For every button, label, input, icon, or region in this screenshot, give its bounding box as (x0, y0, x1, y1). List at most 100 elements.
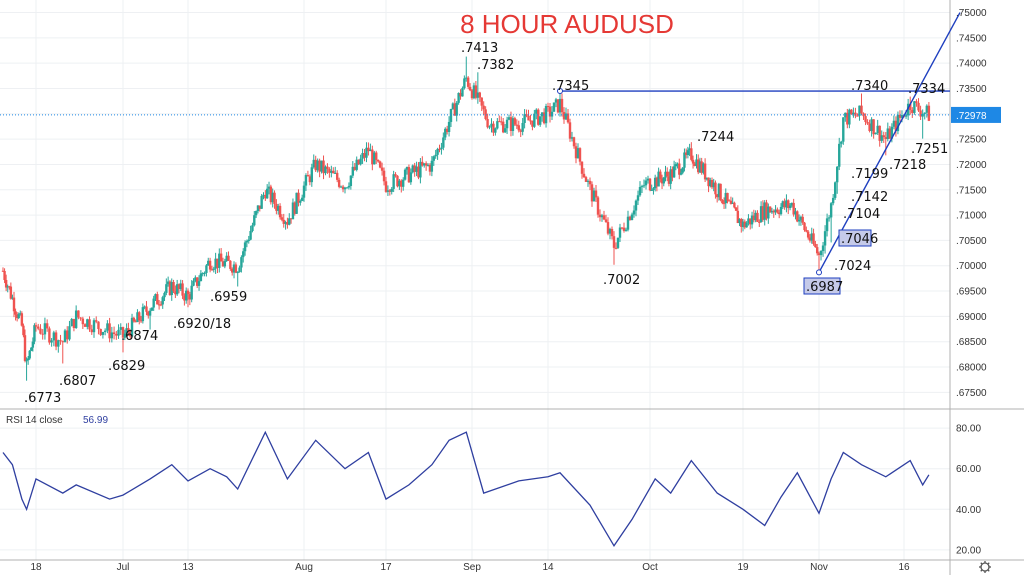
candle-body (564, 113, 568, 120)
candle-body (165, 284, 168, 293)
candle-body (243, 242, 247, 252)
candle-body (554, 99, 558, 103)
candle-body (463, 78, 466, 89)
candle-body (326, 166, 329, 169)
candle-body (43, 323, 47, 335)
candle-body (669, 169, 672, 184)
candle-body (740, 219, 743, 227)
candle-body (438, 148, 441, 150)
candle-body (519, 130, 522, 132)
candle-body (156, 294, 159, 305)
price-tick-label: .70000 (956, 261, 987, 272)
time-tick-label: Sep (463, 562, 481, 573)
candle-body (267, 186, 271, 189)
candle-body (247, 239, 250, 242)
candle-body (729, 200, 733, 204)
candle-body (646, 178, 650, 181)
candle-body (829, 203, 833, 218)
price-tick-label: .71000 (956, 211, 987, 222)
candle-body (812, 233, 815, 244)
candle-body (310, 167, 314, 183)
candle-body (797, 219, 801, 222)
candle-body (306, 175, 310, 177)
candle-body (858, 105, 861, 116)
candle-body (777, 212, 781, 215)
candle-body (190, 285, 193, 300)
candle-body (138, 312, 141, 321)
candle-body (799, 216, 803, 220)
candle-body (756, 212, 759, 222)
candle-body (19, 313, 22, 315)
candle-body (445, 128, 449, 133)
candle-body (715, 194, 719, 198)
candle-body (316, 160, 319, 171)
candle-body (761, 206, 765, 220)
candle-body (428, 164, 432, 172)
candle-body (430, 160, 434, 172)
candle-body (245, 241, 249, 243)
rsi-tick-label: 20.00 (956, 545, 981, 556)
candle-body (681, 167, 684, 173)
candle-body (172, 282, 175, 292)
candle-body (604, 219, 608, 223)
candle-body (205, 265, 208, 273)
candle-body (490, 123, 493, 127)
candle-body (662, 177, 665, 184)
candle-body (41, 333, 44, 335)
candle-body (221, 261, 225, 267)
candle-body (132, 317, 136, 322)
candle-body (148, 310, 152, 316)
candle-body (698, 161, 702, 173)
candle-body (264, 194, 267, 199)
candle-body (373, 152, 376, 165)
candle-body (382, 170, 386, 182)
candle-body (776, 209, 779, 213)
candle-body (749, 218, 752, 225)
candle-body (81, 318, 85, 325)
candle-body (143, 306, 146, 308)
candle-body (349, 175, 353, 186)
price-tick-label: .68000 (956, 363, 987, 374)
time-tick-label: 13 (182, 562, 194, 573)
candle-body (39, 328, 42, 334)
swing-label: .7251 (911, 142, 948, 157)
candle-body (734, 207, 738, 211)
candle-body (686, 150, 690, 155)
candle-body (919, 110, 922, 117)
candle-body (529, 120, 532, 122)
candle-body (11, 297, 14, 299)
candle-body (95, 320, 98, 322)
candle-body (459, 92, 462, 97)
candle-body (492, 123, 495, 133)
candle-body (925, 105, 929, 113)
candle-body (440, 147, 443, 150)
swing-label: .7104 (843, 207, 880, 222)
candle-body (419, 161, 422, 178)
candle-body (444, 128, 447, 138)
candle-body (624, 229, 628, 231)
candle-body (9, 286, 13, 299)
candle-body (470, 90, 474, 99)
candle-body (738, 219, 741, 224)
swing-label: .6829 (108, 359, 145, 374)
candle-body (888, 128, 892, 139)
candle-body (48, 328, 51, 343)
candle-body (817, 253, 821, 256)
last-price-badge (951, 106, 1001, 123)
swing-label: .7345 (552, 79, 589, 94)
rsi-pane: 80.00 60.00 40.00 20.00 RSI 14 close 56.99 (2, 415, 981, 556)
candle-body (402, 179, 405, 187)
candle-body (476, 92, 480, 98)
candle-body (141, 307, 145, 322)
candle-body (447, 121, 451, 133)
settings-gear-icon[interactable] (979, 561, 991, 573)
candle-body (480, 97, 483, 106)
candle-body (123, 333, 127, 338)
candle-body (500, 121, 503, 123)
candle-body (540, 112, 544, 117)
candle-body (110, 332, 114, 339)
candle-body (644, 180, 648, 186)
candle-body (894, 120, 898, 132)
candle-body (836, 166, 839, 183)
candle-body (37, 326, 40, 329)
